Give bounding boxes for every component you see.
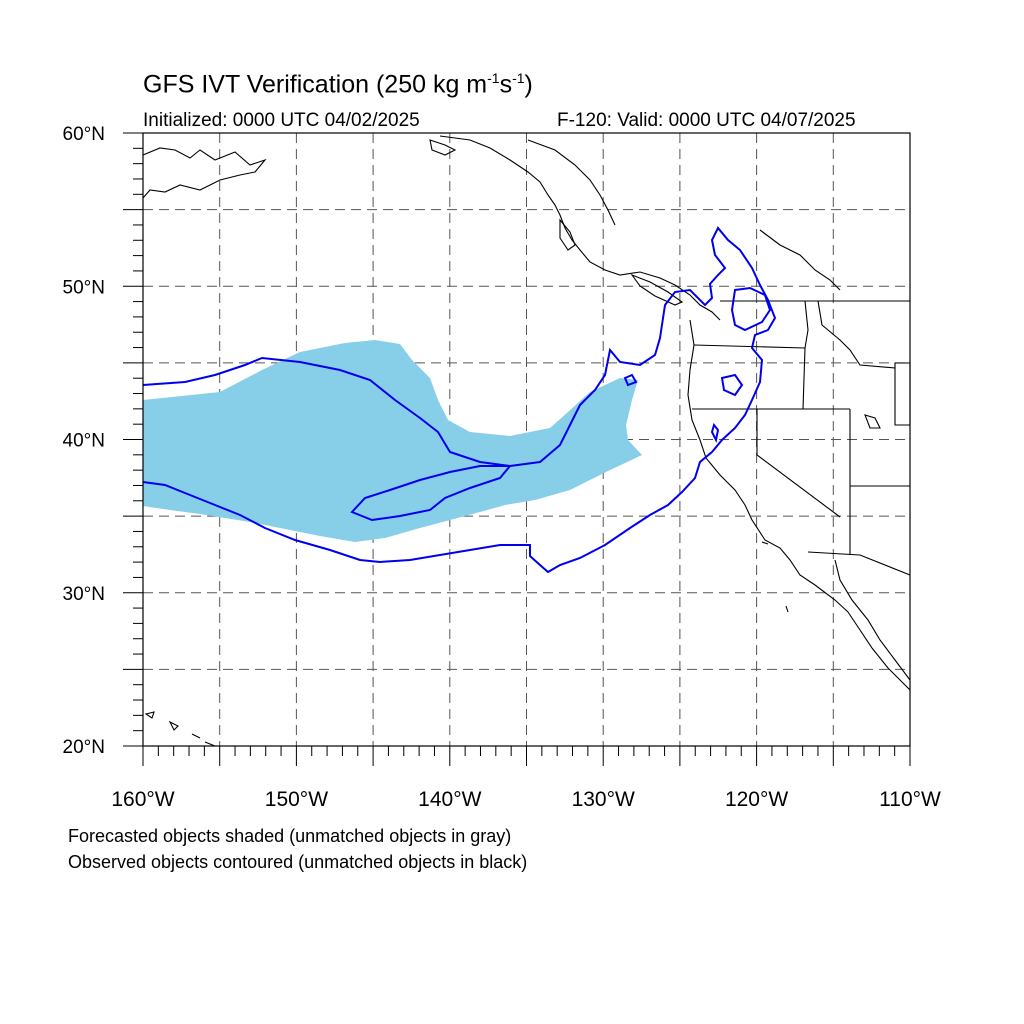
lat-tick-label: 40°N	[63, 431, 105, 452]
island-queen-charlotte	[559, 218, 576, 251]
coastline-mexico	[847, 611, 911, 691]
longitude-labels: 160°W 150°W 140°W 130°W 120°W 110°W	[111, 788, 941, 811]
great-salt-lake	[864, 414, 881, 429]
chart-title: GFS IVT Verification (250 kg m-1s-1)	[143, 70, 533, 99]
lon-tick-label: 110°W	[879, 788, 941, 811]
coastline-baja	[834, 559, 911, 681]
border-id-mt	[817, 300, 896, 369]
island-hawaii-3	[191, 733, 201, 739]
lon-tick-label: 120°W	[725, 788, 788, 811]
border-wy	[894, 362, 911, 426]
latitude-labels: 60°N 50°N 40°N 30°N 20°N	[63, 124, 105, 758]
border-or-id	[802, 300, 809, 410]
border-rockies	[759, 229, 841, 291]
lat-tick-label: 60°N	[63, 124, 105, 145]
island-channel	[761, 541, 769, 545]
island-hawaii-2	[168, 720, 179, 731]
coastline-alaska-gulf	[439, 135, 676, 286]
lat-tick-label: 30°N	[63, 584, 105, 605]
coastlines	[142, 135, 911, 747]
observed-object-interior-4	[710, 422, 720, 444]
initialized-label: Initialized: 0000 UTC 04/02/2025	[143, 110, 420, 131]
observed-object-interior-3	[623, 373, 638, 387]
border-az-mex	[807, 551, 911, 576]
forecast-object	[143, 340, 642, 542]
lon-tick-label: 140°W	[418, 788, 481, 811]
axis-ticks	[123, 132, 911, 766]
island-vancouver	[630, 273, 684, 306]
island-guadalupe	[785, 605, 789, 613]
lat-tick-label: 20°N	[63, 737, 105, 758]
border-wa-or	[693, 344, 806, 349]
observed-object-interior-1	[730, 286, 772, 332]
observed-contours	[142, 226, 777, 574]
coastline-us-west	[687, 319, 849, 613]
lat-tick-label: 50°N	[63, 277, 105, 298]
observed-object-inner	[350, 465, 513, 522]
lon-tick-label: 130°W	[572, 788, 635, 811]
island-hawaii-4	[204, 741, 216, 747]
island-hawaii-1	[144, 711, 155, 719]
coastline-alaska-panhandle	[527, 139, 616, 226]
lon-tick-label: 160°W	[111, 788, 174, 811]
observed-object-interior-2	[720, 373, 744, 397]
legend-forecast-note: Forecasted objects shaded (unmatched obj…	[68, 826, 512, 846]
lon-tick-label: 150°W	[265, 788, 328, 811]
valid-time-label: F-120: Valid: 0000 UTC 04/07/2025	[557, 110, 856, 131]
island-kodiak	[429, 139, 457, 156]
coastline-alaska	[142, 147, 267, 199]
legend-observed-note: Observed objects contoured (unmatched ob…	[68, 852, 528, 872]
border-ca-nv	[756, 409, 841, 518]
